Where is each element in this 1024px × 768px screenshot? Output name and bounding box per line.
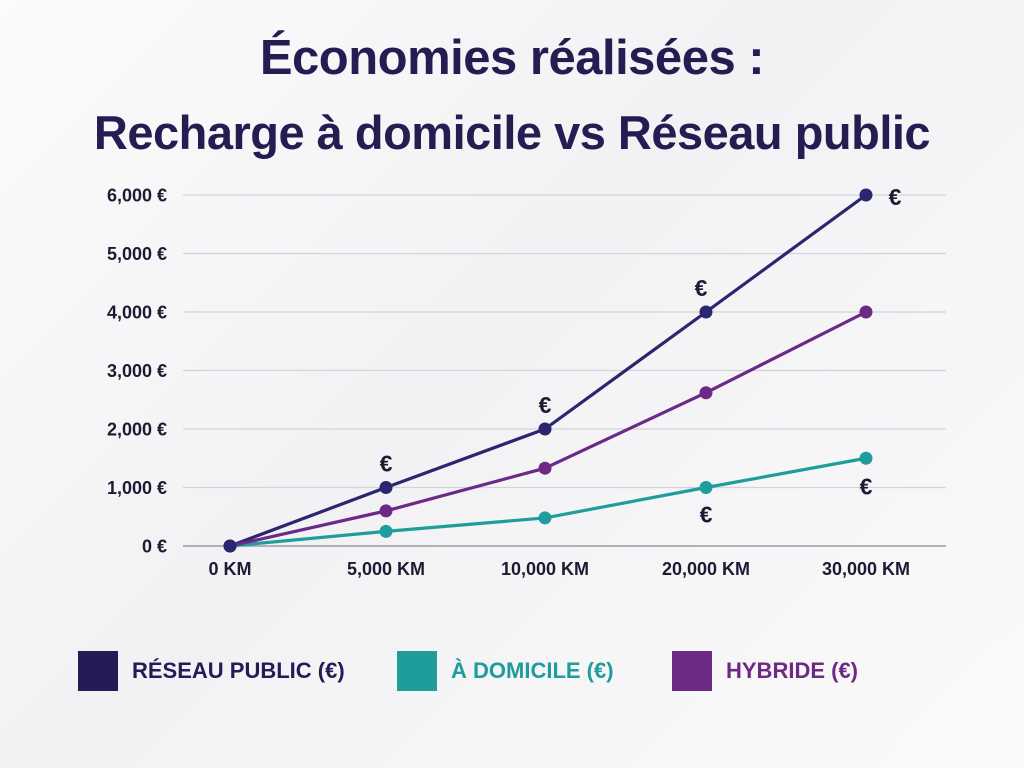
euro-annotation: € [889, 184, 902, 210]
data-point-reseau-public [859, 188, 873, 202]
legend-item-a-domicile: À DOMICILE (€) [397, 649, 614, 693]
x-tick-label: 10,000 KM [501, 559, 589, 579]
y-tick-label: 2,000 € [107, 420, 167, 440]
euro-annotations: € € € € € € [380, 184, 902, 528]
y-tick-label: 5,000 € [107, 244, 167, 264]
data-point-reseau-public [223, 539, 237, 553]
legend-swatch-a-domicile [397, 651, 437, 691]
x-tick-label: 30,000 KM [822, 559, 910, 579]
legend-item-reseau-public: RÉSEAU PUBLIC (€) [78, 649, 345, 693]
legend-swatch-hybride [672, 651, 712, 691]
x-tick-label: 20,000 KM [662, 559, 750, 579]
x-tick-label: 0 KM [208, 559, 251, 579]
data-point-hybride [699, 386, 713, 400]
series-points [223, 188, 873, 553]
euro-annotation: € [860, 473, 873, 499]
data-point-hybride [859, 305, 873, 319]
legend-label-a-domicile: À DOMICILE (€) [451, 658, 614, 683]
data-point-reseau-public [379, 481, 393, 494]
legend: RÉSEAU PUBLIC (€) À DOMICILE (€) HYBRIDE… [0, 649, 1024, 693]
legend-label-reseau-public: RÉSEAU PUBLIC (€) [132, 658, 345, 683]
legend-swatch-reseau-public [78, 651, 118, 691]
x-tick-label: 5,000 KM [347, 559, 425, 579]
legend-label-hybride: HYBRIDE (€) [726, 658, 859, 683]
data-point-hybride [379, 504, 393, 518]
chart-title-line-1: Économies réalisées : [259, 31, 765, 85]
y-tick-label: 1,000 € [107, 478, 167, 498]
euro-annotation: € [380, 451, 393, 477]
data-point-reseau-public [699, 305, 713, 319]
euro-annotation: € [700, 502, 713, 528]
y-axis-ticks: 0 € 1,000 € 2,000 € 3,000 € 4,000 € 5,000 € 6,… [107, 186, 167, 557]
euro-annotation: € [695, 275, 708, 301]
euro-annotation: € [539, 392, 552, 418]
y-tick-label: 0 € [142, 537, 167, 557]
data-point-a-domicile [538, 511, 552, 525]
x-axis-ticks: 0 KM 5,000 KM 10,000 KM 20,000 KM 30,000 KM [208, 559, 910, 579]
y-tick-label: 4,000 € [107, 303, 167, 323]
y-tick-label: 3,000 € [107, 361, 167, 381]
data-point-hybride [538, 461, 552, 475]
data-point-a-domicile [859, 451, 873, 465]
chart-title-line-2: Recharge à domicile vs Réseau public [93, 106, 931, 159]
data-point-a-domicile [699, 481, 713, 494]
y-tick-label: 6,000 € [107, 186, 167, 206]
legend-item-hybride: HYBRIDE (€) [672, 649, 858, 693]
data-point-reseau-public [538, 422, 552, 436]
grid-lines [183, 194, 946, 547]
data-point-a-domicile [379, 524, 393, 538]
